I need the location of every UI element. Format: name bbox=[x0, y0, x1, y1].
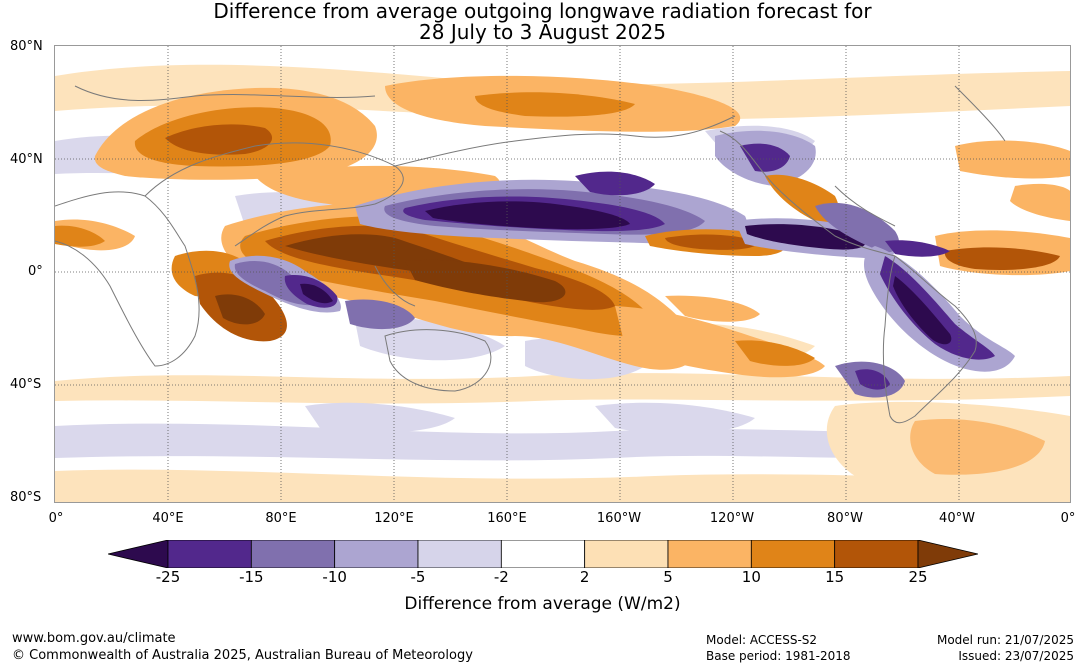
lon-label-80w: 80°W bbox=[827, 511, 863, 526]
tropical-positive-band bbox=[55, 202, 697, 370]
lon-label-40e: 40°E bbox=[152, 511, 184, 526]
colorbar-tick-label: 5 bbox=[663, 568, 673, 586]
olr-anomaly-map bbox=[54, 45, 1071, 503]
americas-anomaly bbox=[645, 130, 1070, 398]
tropical-negative-band bbox=[229, 171, 747, 330]
colorbar-extend-high bbox=[917, 539, 979, 569]
colorbar-segment bbox=[667, 539, 752, 569]
lat-label-40s: 40°S bbox=[10, 377, 42, 392]
lon-label-160e: 160°E bbox=[487, 511, 527, 526]
colorbar-tick-label: 25 bbox=[908, 568, 928, 586]
colorbar-segment bbox=[417, 539, 502, 569]
colorbar-tick-label: -2 bbox=[493, 568, 509, 586]
colorbar-segment bbox=[500, 539, 586, 569]
eurasia-positive-anomaly bbox=[94, 87, 377, 180]
footer-copyright: © Commonwealth of Australia 2025, Austra… bbox=[12, 648, 473, 663]
map-gridlines bbox=[55, 46, 1070, 502]
lon-label-0-left: 0° bbox=[48, 511, 64, 526]
lon-label-160w: 160°W bbox=[596, 511, 642, 526]
footer-website: www.bom.gov.au/climate bbox=[12, 631, 176, 646]
colorbar-tick-label: -15 bbox=[239, 568, 264, 586]
colorbar-segment bbox=[250, 539, 336, 569]
footer-model: Model: ACCESS-S2 bbox=[706, 633, 818, 647]
chart-title-line-2: 28 July to 3 August 2025 bbox=[419, 20, 666, 44]
lon-label-120w: 120°W bbox=[709, 511, 755, 526]
lat-label-equator: 0° bbox=[28, 264, 43, 279]
colorbar-tick-label: -10 bbox=[322, 568, 347, 586]
colorbar-title: Difference from average (W/m2) bbox=[404, 594, 681, 614]
colorbar-segment bbox=[334, 539, 419, 569]
footer-base-period: Base period: 1981-2018 bbox=[706, 649, 851, 663]
colorbar-segment bbox=[750, 539, 836, 569]
chart-title-line-1: Difference from average outgoing longwav… bbox=[213, 0, 872, 23]
lon-label-0-right: 0° bbox=[1060, 511, 1076, 526]
lat-label-40n: 40°N bbox=[10, 152, 43, 167]
map-svg bbox=[55, 46, 1070, 502]
colorbar bbox=[107, 539, 979, 569]
lon-label-80e: 80°E bbox=[265, 511, 297, 526]
colorbar-tick-label: -25 bbox=[155, 568, 181, 586]
colorbar-extend-low bbox=[107, 539, 169, 569]
colorbar-tick-label: -5 bbox=[410, 568, 426, 586]
colorbar-tick-label: 10 bbox=[741, 568, 761, 586]
colorbar-segment bbox=[167, 539, 252, 569]
colorbar-segment bbox=[584, 539, 669, 569]
coastlines bbox=[55, 85, 1006, 424]
footer-model-run: Model run: 21/07/2025 bbox=[936, 633, 1074, 647]
lat-label-80n: 80°N bbox=[10, 39, 43, 54]
colorbar-segment bbox=[834, 539, 919, 569]
pacific-positive-tongue bbox=[615, 295, 825, 378]
colorbar-svg bbox=[107, 539, 979, 569]
lon-label-120e: 120°E bbox=[374, 511, 414, 526]
colorbar-tick-label: 15 bbox=[825, 568, 845, 586]
colorbar-tick-label: 2 bbox=[579, 568, 590, 586]
footer-issued: Issued: 23/07/2025 bbox=[958, 649, 1074, 663]
lon-label-40w: 40°W bbox=[939, 511, 975, 526]
lat-label-80s: 80°S bbox=[10, 490, 42, 505]
